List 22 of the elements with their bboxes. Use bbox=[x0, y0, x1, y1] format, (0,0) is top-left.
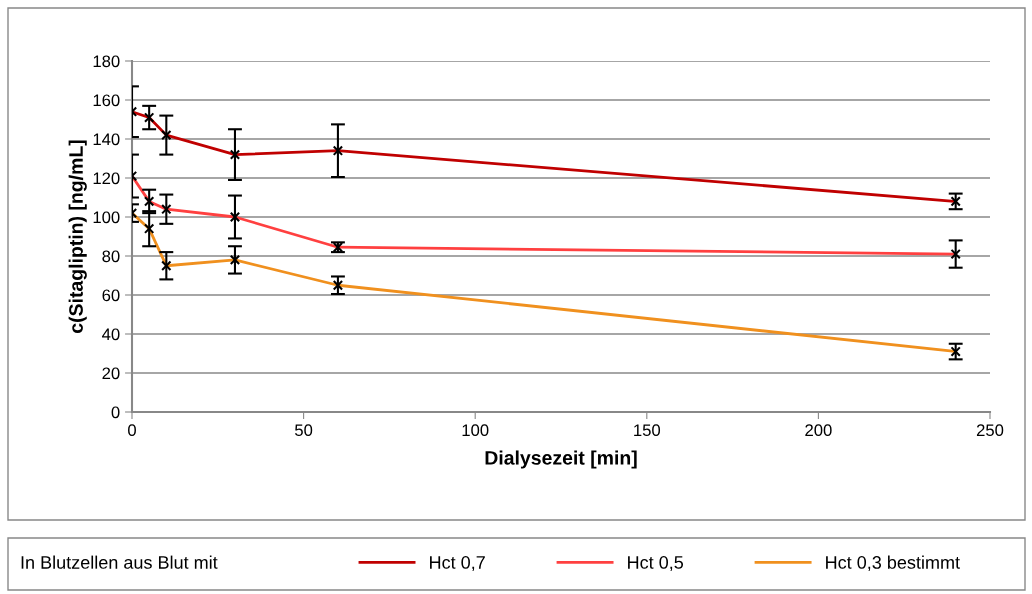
y-axis-title: c(Sitagliptin) [ng/mL] bbox=[68, 140, 87, 333]
x-tick-label: 50 bbox=[295, 424, 313, 437]
y-tick-label: 60 bbox=[102, 289, 120, 302]
y-tick-label: 80 bbox=[102, 250, 120, 263]
legend-label: Hct 0,7 bbox=[430, 556, 485, 571]
legend-label: Hct 0,5 bbox=[628, 556, 684, 571]
y-tick-label: 160 bbox=[93, 94, 120, 107]
x-axis-title: Dialysezeit [min] bbox=[485, 450, 637, 469]
y-tick-label: 0 bbox=[111, 406, 120, 419]
x-tick-label: 250 bbox=[976, 424, 1004, 437]
y-tick-label: 40 bbox=[102, 328, 120, 341]
y-tick-label: 140 bbox=[93, 133, 120, 146]
y-tick-label: 120 bbox=[93, 172, 120, 185]
x-tick-label: 150 bbox=[634, 424, 661, 437]
legend-title: In Blutzellen aus Blut mit bbox=[21, 555, 218, 569]
x-tick-label: 100 bbox=[462, 424, 489, 437]
legend-label: Hct 0,3 bestimmt bbox=[826, 555, 960, 571]
x-tick-label: 0 bbox=[128, 424, 136, 437]
y-tick-label: 180 bbox=[93, 55, 120, 68]
x-tick-label: 200 bbox=[805, 424, 832, 437]
y-tick-label: 100 bbox=[93, 211, 120, 224]
y-tick-label: 20 bbox=[102, 367, 120, 380]
